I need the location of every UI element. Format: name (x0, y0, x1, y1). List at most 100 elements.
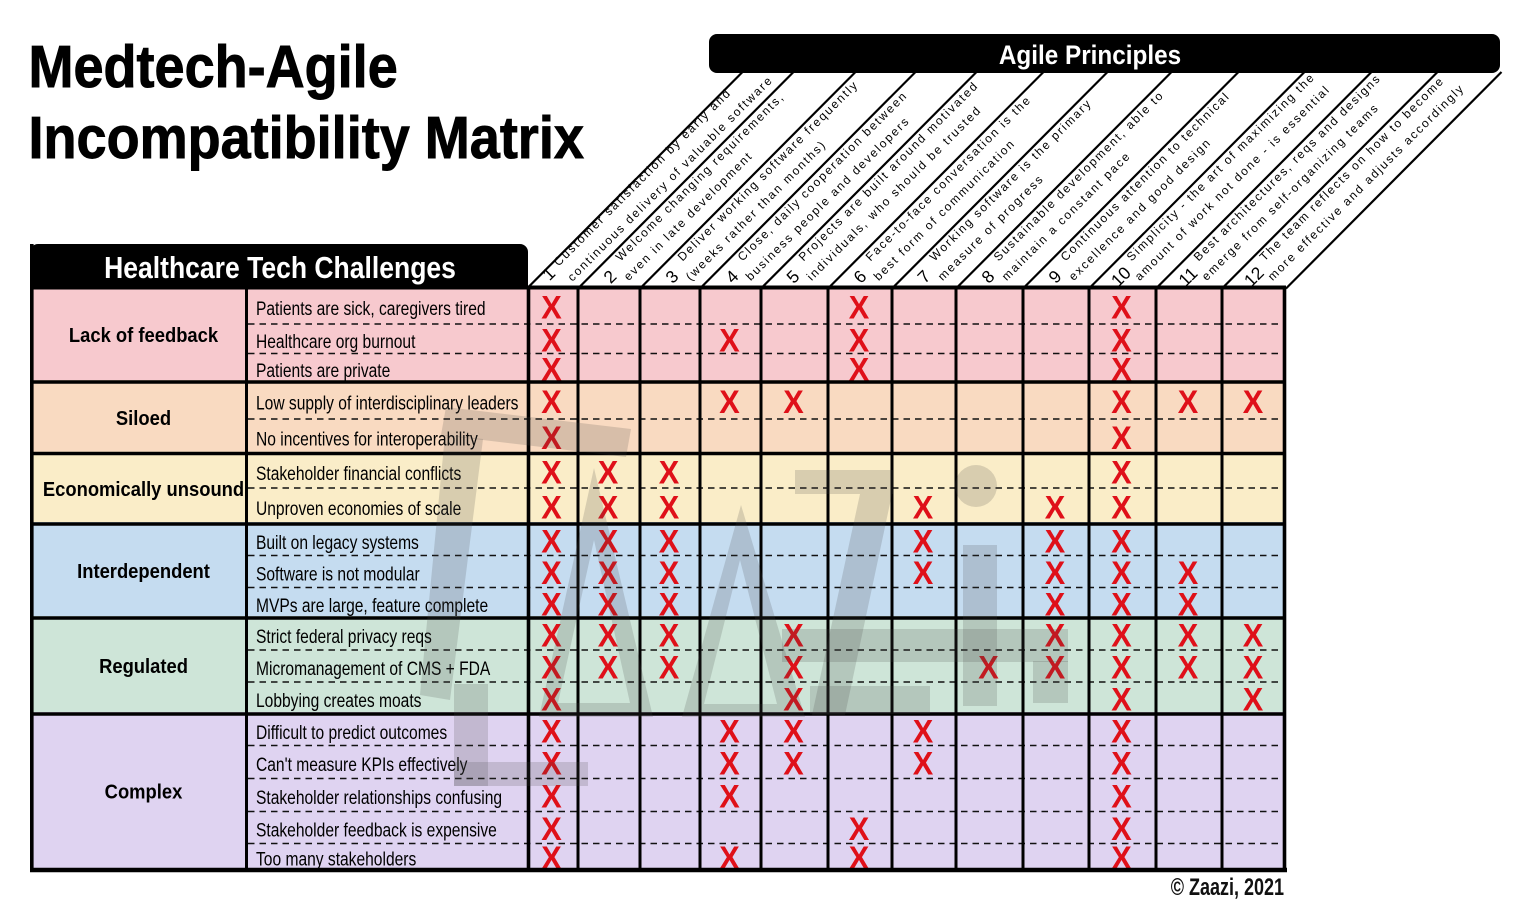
svg-text:X: X (849, 811, 870, 847)
svg-text:X: X (598, 523, 619, 559)
svg-text:X: X (1111, 420, 1132, 456)
svg-text:X: X (1243, 650, 1264, 686)
svg-text:X: X (1045, 490, 1066, 526)
svg-text:X: X (1111, 650, 1132, 686)
svg-text:Lobbying creates moats: Lobbying creates moats (256, 689, 422, 711)
svg-text:X: X (1111, 779, 1132, 815)
svg-text:X: X (1178, 384, 1199, 420)
svg-text:X: X (849, 351, 870, 387)
svg-text:X: X (783, 618, 804, 654)
svg-text:X: X (541, 454, 562, 490)
svg-text:X: X (1111, 746, 1132, 782)
svg-text:Healthcare Tech Challenges: Healthcare Tech Challenges (104, 251, 456, 285)
svg-text:X: X (541, 322, 562, 358)
svg-text:© Zaazi, 2021: © Zaazi, 2021 (1171, 875, 1284, 901)
svg-text:Stakeholder relationships conf: Stakeholder relationships confusing (256, 786, 502, 808)
svg-text:X: X (541, 586, 562, 622)
svg-text:X: X (1111, 618, 1132, 654)
svg-text:X: X (541, 618, 562, 654)
svg-text:X: X (1111, 454, 1132, 490)
svg-text:X: X (1045, 555, 1066, 591)
svg-text:X: X (541, 840, 562, 876)
svg-text:X: X (1045, 586, 1066, 622)
svg-text:X: X (1111, 322, 1132, 358)
svg-text:Healthcare org burnout: Healthcare org burnout (256, 330, 415, 352)
svg-text:X: X (1045, 650, 1066, 686)
svg-text:X: X (719, 384, 740, 420)
svg-text:X: X (659, 618, 680, 654)
svg-text:MVPs are large, feature comple: MVPs are large, feature complete (256, 594, 488, 616)
svg-text:X: X (659, 650, 680, 686)
svg-text:X: X (1178, 555, 1199, 591)
svg-text:Stakeholder financial conflict: Stakeholder financial conflicts (256, 462, 461, 484)
svg-text:X: X (1111, 351, 1132, 387)
svg-text:X: X (598, 650, 619, 686)
svg-text:X: X (1243, 384, 1264, 420)
svg-text:X: X (541, 650, 562, 686)
svg-text:X: X (1111, 682, 1132, 718)
svg-text:Medtech-Agile: Medtech-Agile (29, 34, 398, 100)
svg-text:X: X (849, 840, 870, 876)
svg-text:X: X (598, 490, 619, 526)
svg-text:Built on legacy systems: Built on legacy systems (256, 531, 419, 553)
svg-text:Too many stakeholders: Too many stakeholders (256, 848, 416, 870)
svg-text:X: X (659, 523, 680, 559)
svg-text:X: X (1243, 682, 1264, 718)
svg-text:Strict federal privacy reqs: Strict federal privacy reqs (256, 625, 432, 647)
svg-text:X: X (1111, 523, 1132, 559)
svg-text:X: X (659, 586, 680, 622)
svg-text:Regulated: Regulated (99, 656, 188, 678)
svg-text:Complex: Complex (105, 782, 183, 804)
svg-text:Difficult to predict outcomes: Difficult to predict outcomes (256, 721, 447, 743)
svg-text:X: X (1045, 523, 1066, 559)
svg-text:X: X (1178, 586, 1199, 622)
svg-text:X: X (913, 490, 934, 526)
svg-text:Agile Principles: Agile Principles (999, 41, 1181, 70)
svg-text:X: X (1111, 586, 1132, 622)
svg-text:X: X (783, 650, 804, 686)
svg-text:X: X (541, 779, 562, 815)
svg-text:Low supply of interdisciplinar: Low supply of interdisciplinary leaders (256, 392, 519, 414)
svg-text:X: X (659, 555, 680, 591)
svg-text:X: X (978, 650, 999, 686)
svg-text:X: X (1243, 618, 1264, 654)
svg-text:X: X (541, 351, 562, 387)
svg-text:Stakeholder feedback is expens: Stakeholder feedback is expensive (256, 819, 497, 841)
svg-text:X: X (541, 490, 562, 526)
svg-text:Software is not modular: Software is not modular (256, 563, 420, 585)
svg-text:X: X (1111, 811, 1132, 847)
svg-text:X: X (783, 713, 804, 749)
svg-text:X: X (719, 840, 740, 876)
svg-text:X: X (719, 713, 740, 749)
svg-text:Interdependent: Interdependent (77, 561, 210, 583)
svg-text:X: X (719, 746, 740, 782)
svg-text:X: X (849, 322, 870, 358)
svg-text:Incompatibility Matrix: Incompatibility Matrix (29, 105, 585, 171)
svg-text:X: X (541, 555, 562, 591)
svg-text:X: X (659, 490, 680, 526)
svg-text:X: X (913, 555, 934, 591)
svg-text:X: X (1111, 490, 1132, 526)
svg-text:X: X (913, 523, 934, 559)
svg-text:X: X (541, 384, 562, 420)
svg-text:X: X (1111, 384, 1132, 420)
svg-text:X: X (598, 454, 619, 490)
svg-text:X: X (783, 682, 804, 718)
svg-text:X: X (719, 779, 740, 815)
svg-text:Patients are private: Patients are private (256, 359, 390, 381)
svg-text:X: X (913, 713, 934, 749)
svg-text:X: X (541, 682, 562, 718)
svg-text:X: X (598, 555, 619, 591)
svg-text:Micromanagement of CMS + FDA: Micromanagement of CMS + FDA (256, 657, 490, 679)
svg-text:Economically unsound: Economically unsound (43, 479, 244, 501)
svg-text:X: X (1111, 555, 1132, 591)
svg-text:Lack of feedback: Lack of feedback (69, 325, 219, 347)
svg-text:X: X (913, 746, 934, 782)
svg-text:X: X (541, 713, 562, 749)
svg-text:X: X (598, 618, 619, 654)
svg-text:X: X (541, 523, 562, 559)
svg-text:X: X (719, 322, 740, 358)
svg-text:No incentives for interoperabi: No incentives for interoperability (256, 428, 478, 450)
svg-text:X: X (541, 746, 562, 782)
svg-text:X: X (598, 586, 619, 622)
